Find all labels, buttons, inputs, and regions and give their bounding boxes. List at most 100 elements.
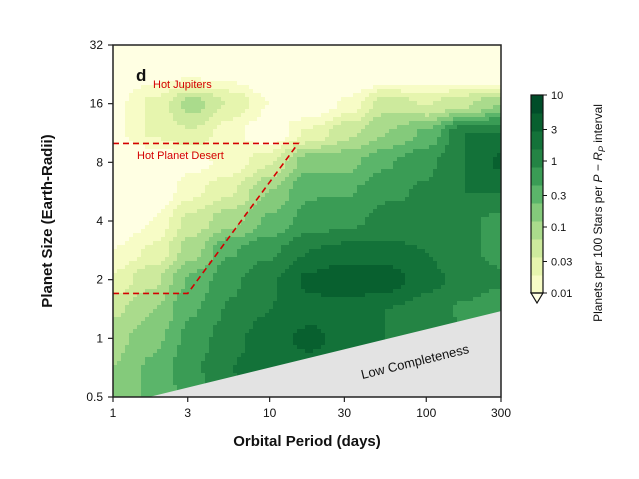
density-cell (489, 177, 493, 181)
density-cell (269, 293, 273, 297)
density-cell (389, 249, 393, 253)
density-cell (477, 185, 481, 189)
density-cell (153, 261, 157, 265)
density-cell (269, 261, 273, 265)
density-cell (313, 221, 317, 225)
density-cell (377, 269, 381, 273)
density-cell (257, 113, 261, 117)
density-cell (293, 289, 297, 293)
density-cell (453, 313, 457, 317)
density-cell (221, 261, 225, 265)
density-cell (113, 313, 117, 317)
density-cell (185, 201, 189, 205)
density-cell (377, 285, 381, 289)
density-cell (497, 257, 501, 261)
density-cell (481, 209, 485, 213)
density-cell (149, 269, 153, 273)
density-cell (125, 113, 129, 117)
density-cell (449, 241, 453, 245)
density-cell (141, 229, 145, 233)
density-cell (229, 153, 233, 157)
density-cell (165, 145, 169, 149)
density-cell (233, 233, 237, 237)
density-cell (353, 261, 357, 265)
density-cell (341, 141, 345, 145)
density-cell (373, 269, 377, 273)
density-cell (465, 309, 469, 313)
density-cell (445, 93, 449, 97)
density-cell (397, 285, 401, 289)
density-cell (329, 177, 333, 181)
density-cell (293, 301, 297, 305)
density-cell (445, 313, 449, 317)
density-cell (277, 237, 281, 241)
density-cell (293, 281, 297, 285)
density-cell (477, 253, 481, 257)
density-cell (381, 125, 385, 129)
density-cell (193, 137, 197, 141)
density-cell (373, 149, 377, 153)
density-cell (197, 145, 201, 149)
density-cell (325, 313, 329, 317)
density-cell (269, 237, 273, 241)
density-cell (477, 161, 481, 165)
density-cell (293, 293, 297, 297)
density-cell (329, 193, 333, 197)
density-cell (369, 149, 373, 153)
density-cell (129, 249, 133, 253)
density-cell (245, 181, 249, 185)
density-cell (477, 225, 481, 229)
density-cell (189, 113, 193, 117)
density-cell (213, 249, 217, 253)
density-cell (433, 293, 437, 297)
density-cell (197, 245, 201, 249)
density-cell (325, 181, 329, 185)
density-cell (445, 137, 449, 141)
density-cell (213, 305, 217, 309)
density-cell (373, 133, 377, 137)
density-cell (201, 97, 205, 101)
density-cell (361, 165, 365, 169)
density-cell (397, 269, 401, 273)
density-cell (249, 249, 253, 253)
density-cell (297, 237, 301, 241)
density-cell (293, 265, 297, 269)
density-cell (409, 285, 413, 289)
density-cell (233, 205, 237, 209)
density-cell (221, 161, 225, 165)
density-cell (157, 93, 161, 97)
density-cell (337, 141, 341, 145)
density-cell (353, 161, 357, 165)
density-cell (433, 285, 437, 289)
density-cell (365, 289, 369, 293)
density-cell (217, 101, 221, 105)
density-cell (405, 129, 409, 133)
density-cell (477, 97, 481, 101)
density-cell (337, 193, 341, 197)
density-cell (333, 257, 337, 261)
density-cell (313, 213, 317, 217)
density-cell (441, 173, 445, 177)
density-cell (433, 205, 437, 209)
density-cell (173, 113, 177, 117)
density-cell (465, 161, 469, 165)
density-cell (337, 309, 341, 313)
density-cell (217, 189, 221, 193)
density-cell (285, 193, 289, 197)
density-cell (333, 301, 337, 305)
density-cell (489, 97, 493, 101)
density-cell (441, 181, 445, 185)
density-cell (437, 213, 441, 217)
density-cell (333, 293, 337, 297)
density-cell (481, 157, 485, 161)
density-cell (465, 117, 469, 121)
density-cell (481, 129, 485, 133)
density-cell (197, 249, 201, 253)
density-cell (117, 253, 121, 257)
density-cell (425, 117, 429, 121)
density-cell (305, 157, 309, 161)
density-cell (285, 297, 289, 301)
density-cell (229, 197, 233, 201)
density-cell (425, 97, 429, 101)
density-cell (185, 149, 189, 153)
